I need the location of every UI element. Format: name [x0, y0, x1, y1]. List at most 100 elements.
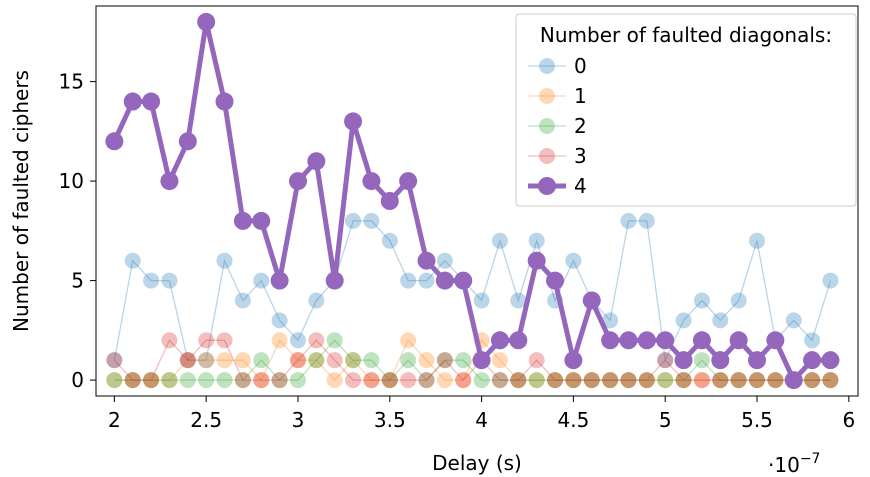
- data-point: [307, 152, 326, 171]
- data-point: [491, 232, 508, 249]
- x-tick-label: 6: [842, 408, 855, 432]
- data-point: [161, 372, 178, 389]
- data-point: [124, 372, 141, 389]
- data-point: [749, 372, 766, 389]
- data-point: [547, 372, 564, 389]
- data-point: [345, 352, 362, 369]
- data-point: [582, 291, 601, 310]
- data-point: [638, 372, 655, 389]
- data-point: [216, 252, 233, 269]
- data-point: [675, 372, 692, 389]
- y-tick-label: 15: [59, 70, 84, 94]
- data-point: [730, 372, 747, 389]
- data-point: [583, 372, 600, 389]
- data-point: [619, 331, 638, 350]
- data-point: [602, 372, 619, 389]
- data-point: [454, 271, 473, 290]
- data-point: [143, 372, 160, 389]
- x-tick-label: 3: [292, 408, 305, 432]
- data-point: [253, 372, 270, 389]
- data-point: [822, 372, 839, 389]
- data-point: [528, 232, 545, 249]
- data-point: [583, 372, 600, 389]
- data-point: [455, 372, 472, 389]
- data-point: [435, 271, 454, 290]
- data-point: [381, 372, 398, 389]
- data-point: [400, 272, 417, 289]
- data-point: [381, 372, 398, 389]
- data-point: [547, 372, 564, 389]
- data-point: [216, 332, 233, 349]
- data-point: [730, 372, 747, 389]
- data-point: [822, 372, 839, 389]
- data-point: [729, 331, 748, 350]
- data-point: [822, 372, 839, 389]
- data-point: [602, 312, 619, 329]
- data-point: [345, 212, 362, 229]
- data-point: [234, 372, 251, 389]
- legend-marker: [538, 177, 556, 195]
- data-point: [362, 172, 381, 191]
- legend-title: Number of faulted diagonals:: [540, 23, 832, 47]
- data-point: [143, 372, 160, 389]
- data-point: [785, 312, 802, 329]
- data-point: [510, 372, 527, 389]
- data-point: [308, 292, 325, 309]
- data-point: [472, 351, 491, 370]
- data-point: [436, 352, 453, 369]
- legend-label: 4: [574, 174, 587, 198]
- data-point: [271, 332, 288, 349]
- data-point: [400, 352, 417, 369]
- legend-label: 2: [574, 114, 587, 138]
- data-point: [124, 372, 141, 389]
- data-point: [380, 192, 399, 210]
- data-point: [730, 372, 747, 389]
- legend-marker: [539, 58, 555, 74]
- x-tick-label: 4.5: [557, 408, 589, 432]
- series-2: [106, 332, 839, 389]
- data-point: [143, 372, 160, 389]
- data-point: [345, 352, 362, 369]
- data-point: [675, 372, 692, 389]
- legend-label: 3: [574, 144, 587, 168]
- series-3: [106, 332, 839, 389]
- data-point: [490, 331, 509, 350]
- data-point: [198, 352, 215, 369]
- data-point: [638, 212, 655, 229]
- data-point: [326, 332, 343, 349]
- data-point: [381, 232, 398, 249]
- data-point: [620, 212, 637, 229]
- data-point: [124, 252, 141, 269]
- data-point: [712, 312, 729, 329]
- legend-items: 0 1 2 3 4: [528, 54, 587, 198]
- data-point: [749, 232, 766, 249]
- data-point: [638, 372, 655, 389]
- data-point: [161, 272, 178, 289]
- x-axis-scale-label: ·10−7: [768, 451, 820, 477]
- x-tick-label: 5: [659, 408, 672, 432]
- data-point: [143, 272, 160, 289]
- data-point: [234, 352, 251, 369]
- data-point: [510, 372, 527, 389]
- data-point: [748, 351, 767, 370]
- legend-item: 1: [528, 84, 587, 108]
- data-point: [215, 92, 234, 111]
- data-point: [363, 352, 380, 369]
- series-line: [112, 21, 831, 385]
- legend-item: 2: [528, 114, 587, 138]
- data-point: [271, 312, 288, 329]
- data-point: [509, 331, 528, 350]
- data-point: [233, 211, 252, 230]
- data-point: [730, 292, 747, 309]
- data-point: [418, 372, 435, 389]
- data-point: [528, 352, 545, 369]
- data-point: [455, 352, 472, 369]
- x-tick-label: 4: [475, 408, 488, 432]
- y-tick-label: 5: [71, 269, 84, 293]
- legend-marker: [539, 88, 555, 104]
- data-point: [106, 372, 123, 389]
- data-point: [602, 372, 619, 389]
- data-point: [289, 352, 306, 369]
- data-point: [804, 372, 821, 389]
